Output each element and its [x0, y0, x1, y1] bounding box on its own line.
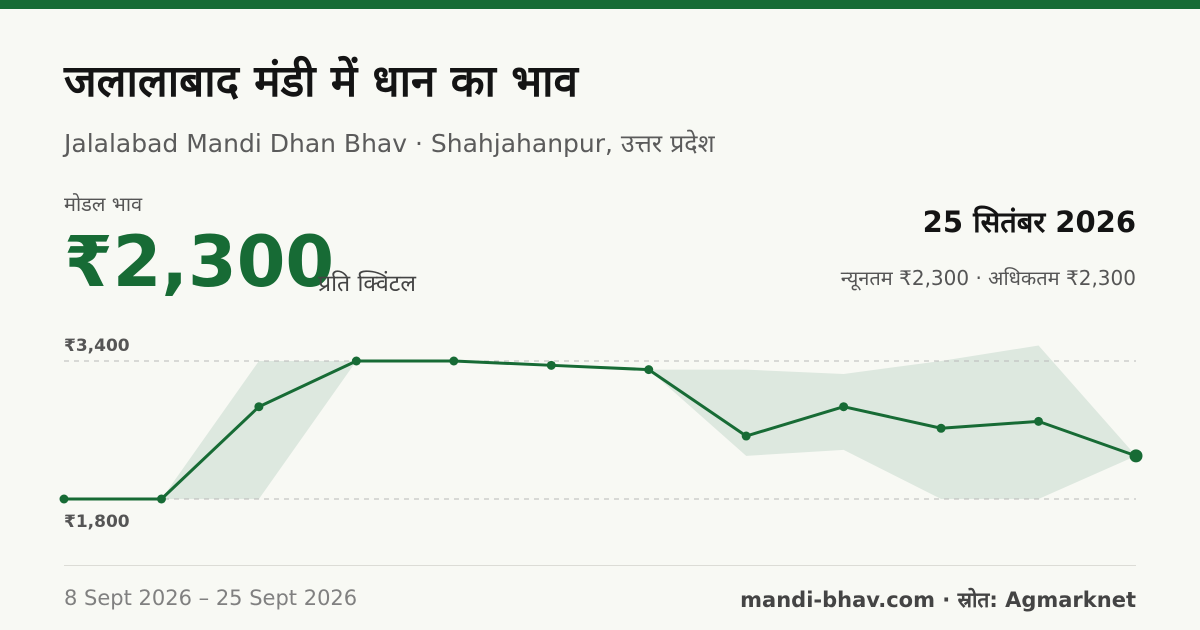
price-range-band [64, 345, 1136, 499]
price-unit: प्रति क्विंटल [318, 271, 416, 297]
latest-date: 25 सितंबर 2026 [922, 205, 1136, 239]
data-point [644, 365, 654, 375]
price-range-band-layer [64, 345, 1136, 499]
data-point [839, 402, 849, 412]
data-point-layer [59, 356, 1143, 504]
page-subtitle: Jalalabad Mandi Dhan Bhav · Shahjahanpur… [64, 129, 715, 158]
data-point [741, 431, 751, 441]
data-point [1034, 416, 1044, 426]
footer-divider [64, 565, 1136, 566]
min-max-price: न्यूनतम ₹2,300 · अधिकतम ₹2,300 [840, 266, 1136, 290]
data-point [546, 360, 556, 370]
data-point [254, 402, 264, 412]
data-point [59, 494, 69, 504]
source-credit: mandi-bhav.com · स्रोत: Agmarknet [740, 588, 1136, 612]
series-line-layer [64, 359, 1137, 501]
top-accent-bar [0, 0, 1200, 9]
modal-price-label: मोडल भाव [64, 192, 143, 216]
y-tick-label-max: ₹3,400 [64, 336, 130, 356]
data-point [936, 423, 946, 433]
y-tick-label-min: ₹1,800 [64, 512, 130, 532]
data-point [351, 356, 361, 366]
series-line [64, 359, 1137, 501]
data-point [156, 494, 166, 504]
page-title: जलालाबाद मंडी में धान का भाव [64, 56, 578, 107]
modal-price-value: ₹2,300 [64, 221, 335, 303]
data-point [1129, 449, 1143, 463]
gridline-layer [64, 360, 1136, 500]
data-point [449, 356, 459, 366]
date-range: 8 Sept 2026 – 25 Sept 2026 [64, 586, 358, 610]
